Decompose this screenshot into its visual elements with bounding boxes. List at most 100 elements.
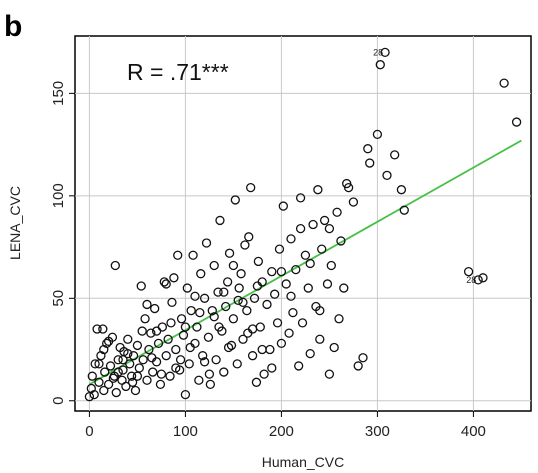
- data-point: [209, 260, 219, 271]
- data-point: [348, 197, 359, 207]
- data-point: [127, 377, 138, 387]
- data-point: [324, 223, 335, 234]
- data-point: [209, 312, 219, 322]
- data-point: [221, 301, 231, 312]
- data-point: [372, 129, 383, 140]
- data-point: [103, 336, 114, 346]
- data-point: [204, 369, 215, 379]
- data-point: [219, 367, 229, 377]
- data-point: [156, 369, 167, 379]
- data-point: [278, 201, 288, 211]
- data-point: [224, 248, 235, 258]
- data-point: [171, 363, 181, 373]
- data-point: [315, 305, 325, 316]
- plot-area: [74, 35, 532, 412]
- data-point: [121, 381, 131, 392]
- data-point: [336, 236, 346, 246]
- y-axis-title: LENA_CVC: [7, 186, 23, 260]
- y-tick-label: 0: [50, 397, 67, 405]
- data-point: [234, 283, 244, 293]
- data-point: [167, 297, 177, 308]
- axes: 0 100 200 300 400 0 50 100 150: [50, 81, 486, 440]
- data-point: [180, 389, 191, 400]
- data-point: [130, 385, 141, 396]
- data-point: [155, 379, 166, 390]
- data-point: [173, 250, 183, 260]
- data-point: [246, 182, 256, 193]
- data-point: [105, 361, 116, 371]
- data-point: [286, 291, 296, 301]
- x-axis-title: Human_CVC: [262, 454, 344, 470]
- data-point: [276, 338, 287, 349]
- data-point: [171, 344, 181, 355]
- data-point: [390, 150, 400, 160]
- panel-label: b: [4, 10, 22, 43]
- data-point: [111, 387, 121, 398]
- data-point: [94, 359, 104, 369]
- data-point: [244, 232, 254, 242]
- data-point: [150, 303, 160, 314]
- data-point: [118, 355, 128, 365]
- data-point: [180, 322, 191, 332]
- data-point: [136, 281, 146, 291]
- data-point: [230, 195, 240, 205]
- point-id-label: 28: [466, 275, 476, 285]
- data-point: [240, 240, 250, 250]
- data-point: [317, 244, 327, 254]
- data-point: [365, 158, 375, 168]
- data-point: [148, 367, 158, 377]
- data-point: [315, 334, 325, 344]
- data-point: [185, 342, 195, 353]
- data-point: [214, 322, 224, 332]
- data-point: [228, 260, 239, 271]
- data-point: [161, 351, 171, 361]
- data-point: [319, 215, 330, 226]
- data-point: [274, 244, 285, 254]
- data-point: [286, 234, 296, 244]
- data-point: [192, 322, 202, 332]
- data-point: [113, 355, 123, 365]
- data-point: [353, 361, 363, 371]
- data-point: [132, 340, 143, 351]
- data-point: [223, 342, 234, 353]
- data-point: [123, 334, 133, 344]
- labeled-data-point: [380, 47, 390, 58]
- data-point: [276, 267, 287, 277]
- data-point: [511, 117, 522, 127]
- data-point: [196, 269, 206, 279]
- data-point: [267, 267, 277, 277]
- data-point: [300, 250, 311, 260]
- data-point: [175, 355, 186, 365]
- data-point: [142, 375, 152, 385]
- data-point: [499, 78, 509, 88]
- data-point: [113, 367, 123, 377]
- data-point: [118, 365, 128, 375]
- data-point: [270, 289, 280, 299]
- data-point: [399, 205, 409, 215]
- data-point: [100, 367, 110, 377]
- y-tick-label: 150: [50, 81, 67, 106]
- data-point: [295, 193, 306, 203]
- data-point: [334, 314, 344, 324]
- data-point: [305, 258, 315, 269]
- data-point: [252, 281, 263, 291]
- data-point: [159, 277, 169, 287]
- data-point: [308, 219, 318, 230]
- data-point: [339, 283, 349, 293]
- y-tick-label: 100: [50, 183, 67, 208]
- data-point: [294, 361, 304, 371]
- data-point: [238, 297, 248, 308]
- data-point: [358, 353, 368, 363]
- data-point: [99, 385, 109, 396]
- data-point: [188, 250, 198, 260]
- data-point: [108, 373, 119, 383]
- data-point: [332, 207, 342, 217]
- data-point: [228, 314, 239, 324]
- data-point: [99, 344, 109, 355]
- data-point: [110, 260, 120, 271]
- data-point: [144, 344, 154, 355]
- data-point: [396, 185, 407, 195]
- data-point: [203, 332, 214, 342]
- data-point: [232, 359, 242, 369]
- data-point: [226, 340, 237, 351]
